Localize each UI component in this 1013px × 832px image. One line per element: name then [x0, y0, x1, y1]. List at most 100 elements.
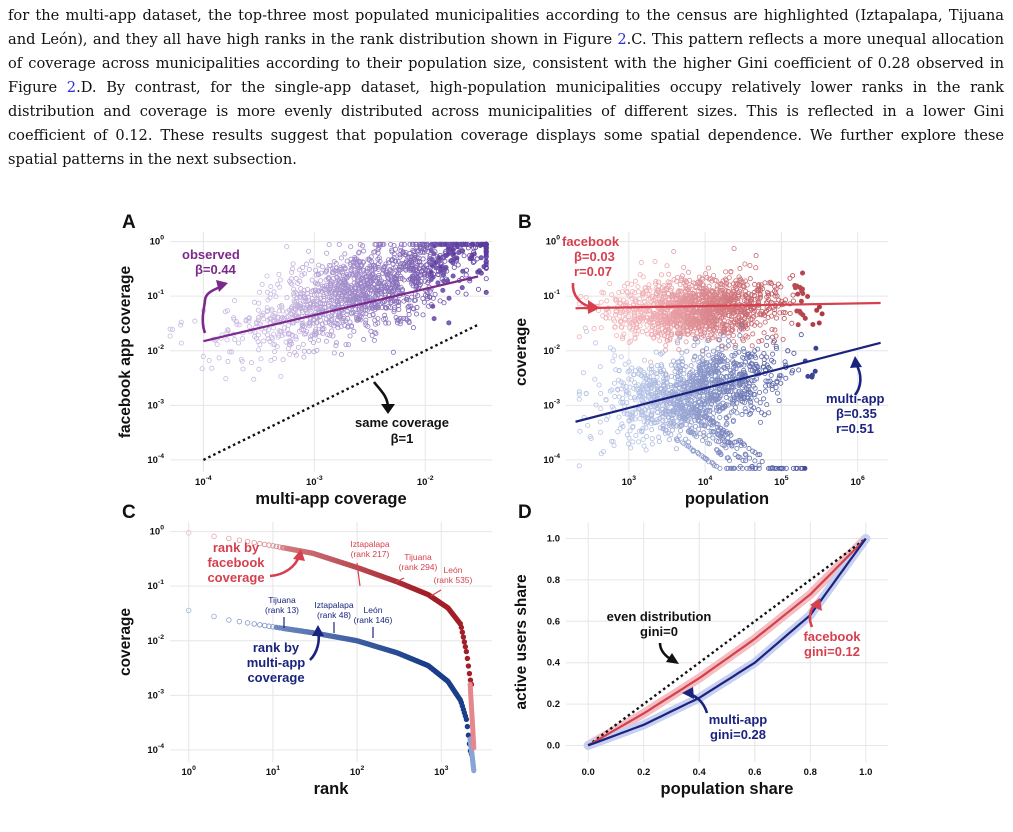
facebook-label: facebook [562, 234, 620, 249]
data-point [421, 272, 427, 278]
data-point [424, 272, 430, 278]
data-point [225, 327, 231, 333]
x-tick-label: 106 [850, 475, 865, 488]
data-point [408, 294, 414, 300]
data-point [369, 272, 375, 278]
data-point [324, 250, 330, 256]
facebook-rank-point [462, 644, 469, 650]
observed-arrow [201, 284, 223, 334]
facebook-point [816, 320, 822, 326]
data-point [483, 241, 489, 247]
data-point [269, 306, 275, 312]
figure-ref-link[interactable]: 2 [66, 79, 77, 96]
x-tick-label: 102 [350, 765, 365, 778]
x-tick-label: 103 [622, 475, 637, 488]
data-point [419, 241, 425, 247]
data-point [407, 241, 413, 247]
data-point [338, 255, 344, 261]
x-tick-label: 105 [774, 475, 789, 488]
facebook-gini-label: facebook [803, 629, 861, 644]
data-point [377, 278, 383, 284]
data-point [292, 300, 298, 306]
multiapp-annotation: Iztapalapa [314, 600, 353, 610]
data-point [348, 284, 354, 290]
panel-A: 10-4 10-3 10-210-410-310-210-1100multi-app… [117, 212, 492, 508]
data-point [306, 266, 312, 272]
facebook-rank-point [464, 655, 471, 662]
data-point [342, 251, 348, 257]
multiapp-rank-point [471, 768, 477, 774]
data-point [475, 269, 481, 275]
data-point [451, 264, 457, 270]
data-point [391, 309, 397, 315]
facebook-point [612, 324, 618, 330]
data-point [328, 317, 334, 323]
figure-ref-link[interactable]: 2 [617, 31, 627, 48]
x-tick-label: 0.6 [748, 767, 761, 778]
data-point [413, 311, 419, 317]
y-tick-label: 10-3 [147, 688, 164, 701]
data-point [374, 305, 380, 311]
data-point [372, 241, 378, 247]
facebook-point [814, 307, 820, 313]
data-point [308, 300, 314, 306]
data-point [386, 271, 392, 277]
data-point [301, 331, 307, 337]
data-point [298, 286, 304, 292]
facebook-point [628, 338, 634, 344]
data-point [403, 250, 409, 256]
y-tick-label: 10-2 [147, 344, 164, 357]
data-point [471, 259, 477, 265]
facebook-point [685, 269, 691, 275]
data-point [483, 276, 489, 282]
data-point [323, 286, 329, 292]
y-tick-label: 1.0 [547, 534, 560, 545]
data-point [330, 269, 336, 275]
data-point [256, 320, 262, 326]
data-point [321, 292, 327, 298]
data-point [437, 298, 443, 304]
data-point [288, 310, 294, 316]
data-point [314, 347, 320, 353]
data-point [372, 329, 378, 335]
data-point [435, 269, 441, 275]
data-point [322, 320, 328, 326]
data-point [342, 265, 348, 271]
facebook-point [795, 322, 801, 328]
data-point [428, 247, 434, 253]
y-tick-label: 10-2 [543, 344, 560, 357]
data-point [289, 269, 295, 275]
data-point [395, 284, 401, 290]
data-point [284, 244, 290, 250]
panel-C: 100 101 102 10310-410-310-210-1100rankcover… [117, 502, 492, 798]
y-axis-label: coverage [117, 608, 134, 676]
y-tick-label: 0.6 [547, 616, 560, 627]
data-point [324, 267, 330, 273]
data-point [278, 373, 284, 379]
data-point [334, 265, 340, 271]
data-point [383, 320, 389, 326]
multiapp-annotation: Tijuana [268, 595, 296, 605]
panel-D: 0.0 0.2 0.4 0.6 0.8 1.00.00.20.40.60.81.0popu… [513, 502, 888, 798]
data-point [303, 304, 309, 310]
y-tick-label: 0.8 [547, 575, 560, 586]
x-tick-label: 104 [698, 475, 713, 488]
x-tick-label: 0.4 [693, 767, 707, 778]
data-point [390, 289, 396, 295]
data-point [425, 296, 431, 302]
data-point [372, 294, 378, 300]
data-point [397, 273, 403, 279]
data-point [347, 271, 353, 277]
data-point [336, 294, 342, 300]
data-point [348, 268, 354, 274]
data-point [356, 273, 362, 279]
data-point [260, 312, 266, 318]
data-point [312, 280, 318, 286]
para-line-1: for the multi-app dataset, the top-three… [8, 7, 943, 24]
observed-beta-label: β=0.44 [195, 262, 237, 277]
data-point [408, 262, 414, 268]
data-point [369, 332, 375, 338]
facebook-rank-point [471, 745, 477, 751]
even-distribution-gini: gini=0 [640, 624, 678, 639]
data-point [398, 267, 404, 273]
